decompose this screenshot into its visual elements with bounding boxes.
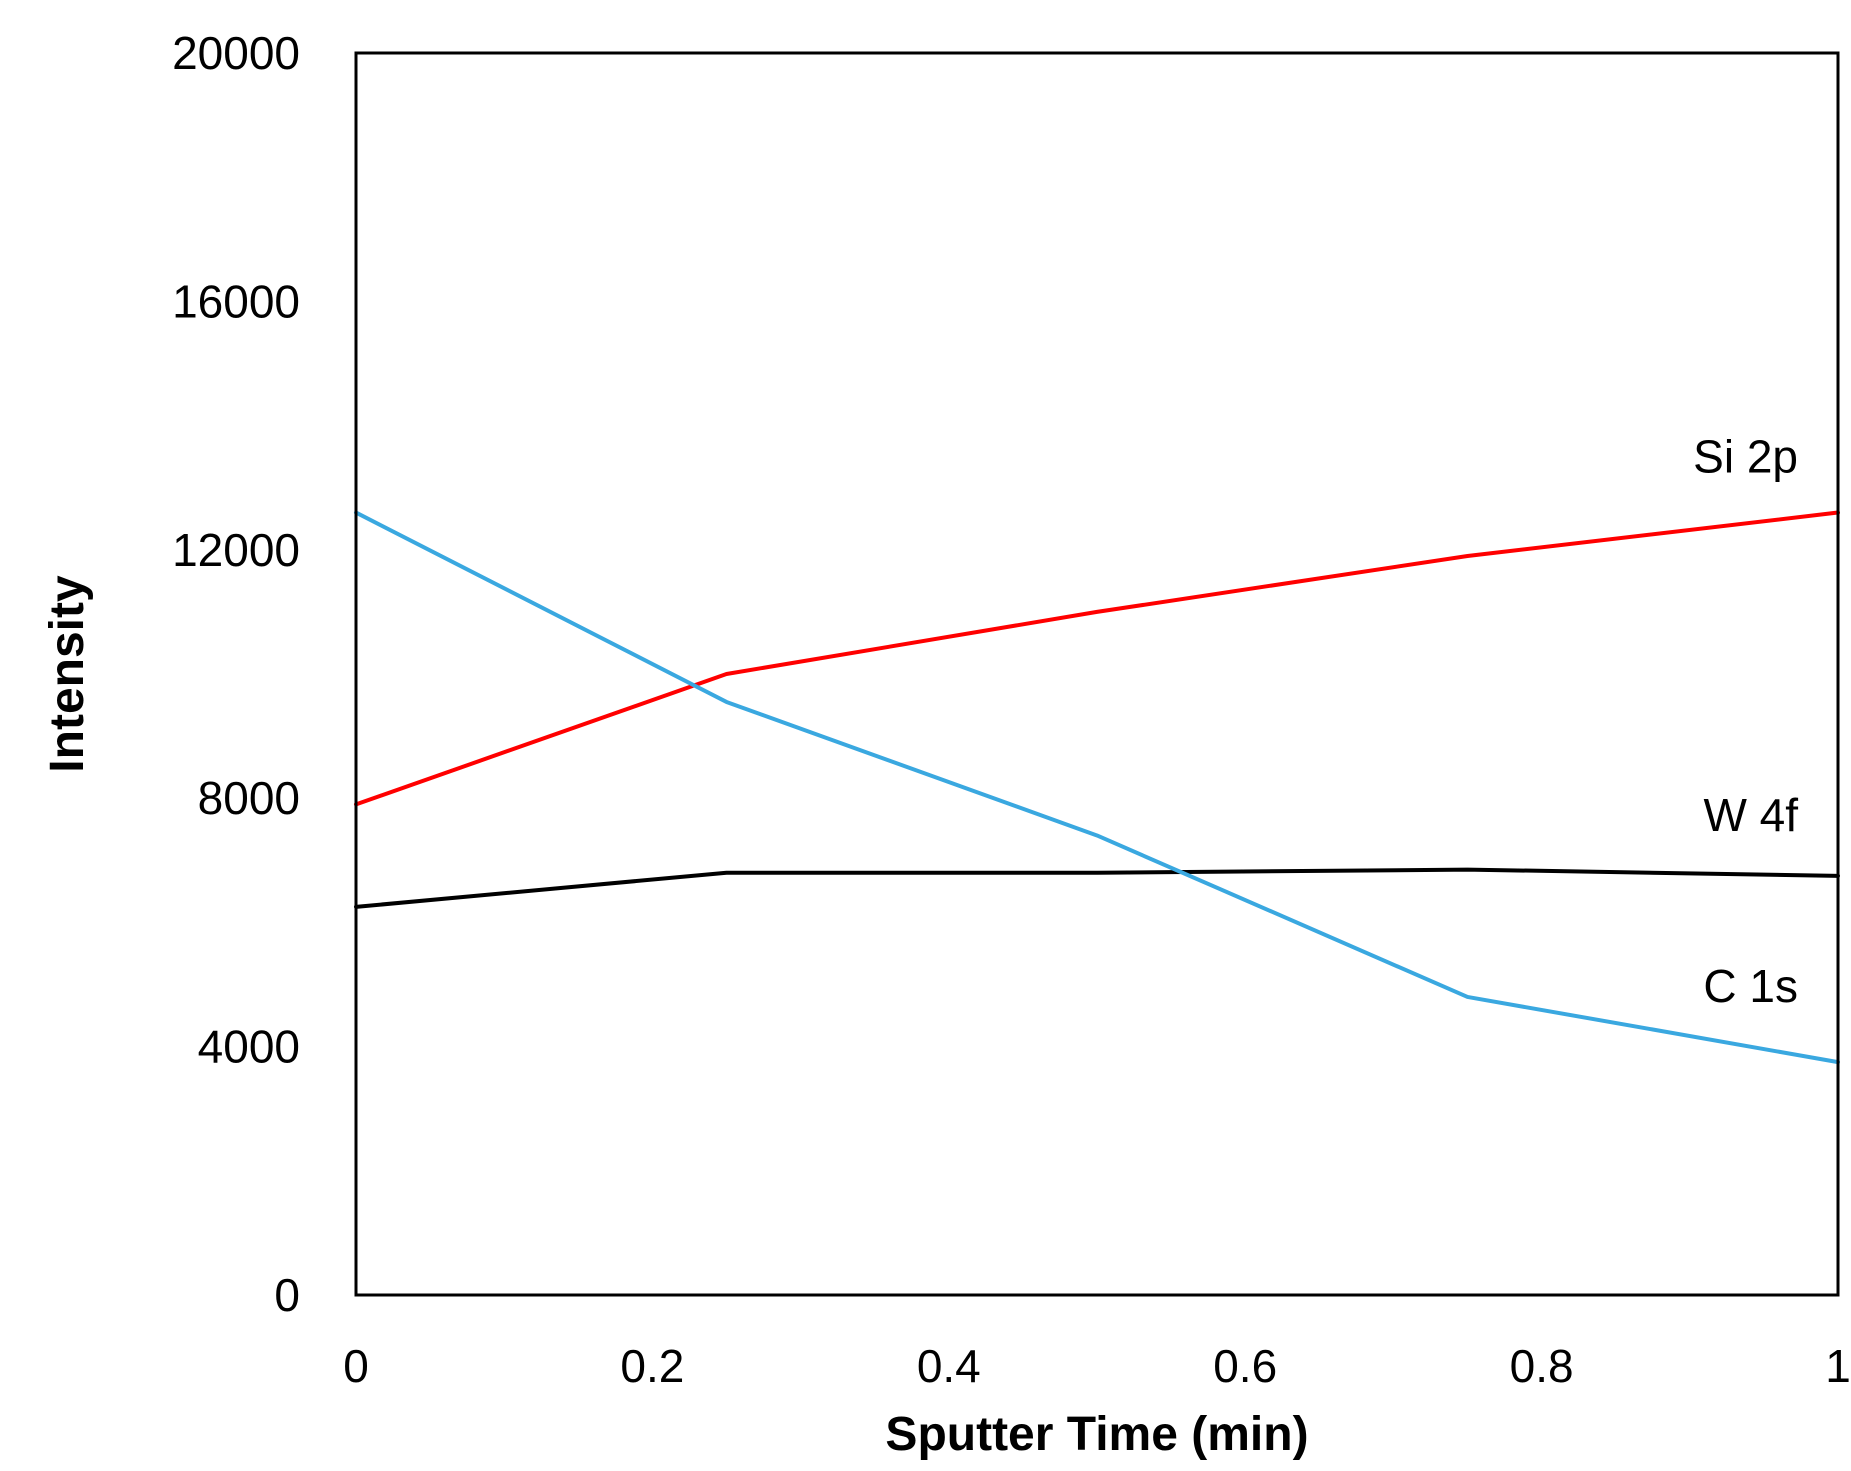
- series-line-si-2p: [354, 510, 1840, 807]
- x-tick-label: 1: [1825, 1340, 1851, 1392]
- y-tick-label: 0: [274, 1269, 300, 1321]
- y-tick-label: 16000: [172, 275, 300, 327]
- series-line-w-4f: [354, 867, 1840, 909]
- series-label: C 1s: [1703, 960, 1798, 1012]
- y-axis-title: Intensity: [41, 575, 94, 773]
- series-line-c-1s: [354, 510, 1840, 1065]
- x-tick-label: 0.6: [1213, 1340, 1277, 1392]
- plot-area-frame: [354, 51, 1840, 1297]
- series-label: Si 2p: [1693, 431, 1798, 483]
- y-tick-label: 4000: [198, 1021, 300, 1073]
- x-tick-label: 0.2: [620, 1340, 684, 1392]
- x-tick-label: 0.4: [917, 1340, 981, 1392]
- x-tick-label: 0: [343, 1340, 369, 1392]
- series-labels: Si 2p W 4f C 1s: [1693, 431, 1798, 1013]
- series-label: W 4f: [1703, 789, 1798, 841]
- y-tick-label: 12000: [172, 524, 300, 576]
- y-tick-label: 8000: [198, 772, 300, 824]
- x-axis-tick-labels: 0 0.2 0.4 0.6 0.8 1: [343, 1340, 1851, 1392]
- series-lines: [354, 510, 1840, 1065]
- x-axis-title: Sputter Time (min): [885, 1408, 1308, 1461]
- y-tick-label: 20000: [172, 27, 300, 79]
- x-tick-label: 0.8: [1510, 1340, 1574, 1392]
- y-axis-tick-labels: 0 4000 8000 12000 16000 20000: [172, 27, 300, 1321]
